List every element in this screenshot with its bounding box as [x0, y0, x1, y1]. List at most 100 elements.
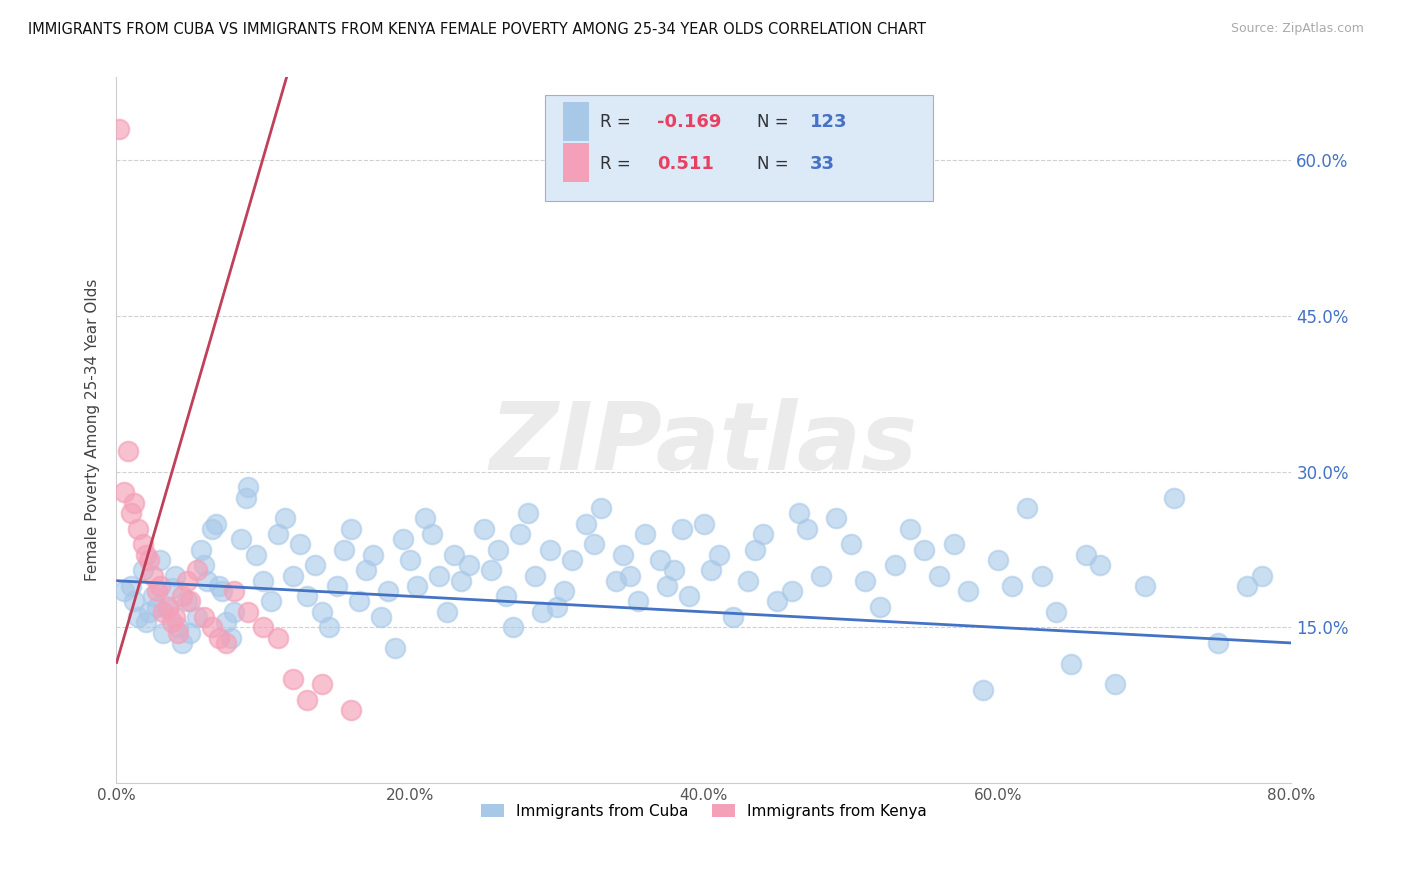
Point [252, 620, 274, 634]
Point [163, 568, 186, 582]
Point [259, 594, 281, 608]
Point [561, 553, 583, 567]
Point [149, 553, 172, 567]
Point [1045, 605, 1067, 619]
Point [436, 605, 458, 619]
Point [222, 584, 245, 599]
Point [531, 605, 554, 619]
Text: N =: N = [756, 154, 789, 172]
Point [186, 563, 208, 577]
Point [208, 631, 231, 645]
Point [211, 584, 233, 599]
Point [318, 620, 340, 634]
Point [678, 589, 700, 603]
Point [486, 542, 509, 557]
Point [1060, 657, 1083, 671]
Point [274, 511, 297, 525]
Point [347, 594, 370, 608]
Point [391, 532, 413, 546]
Point [193, 558, 215, 573]
Point [1074, 548, 1097, 562]
Point [267, 527, 290, 541]
Point [120, 579, 142, 593]
Point [193, 610, 215, 624]
Point [582, 537, 605, 551]
Point [176, 594, 198, 608]
Point [333, 542, 356, 557]
Text: ZIPatlas: ZIPatlas [489, 399, 918, 491]
Y-axis label: Female Poverty Among 25-34 Year Olds: Female Poverty Among 25-34 Year Olds [86, 279, 100, 582]
Point [810, 568, 832, 582]
Text: -0.169: -0.169 [657, 113, 721, 131]
Text: R =: R = [600, 113, 631, 131]
FancyBboxPatch shape [562, 103, 589, 141]
Point [707, 548, 730, 562]
Point [839, 537, 862, 551]
Point [120, 506, 142, 520]
Point [142, 568, 165, 582]
Point [238, 480, 260, 494]
Point [655, 579, 678, 593]
Point [132, 537, 155, 551]
Point [201, 620, 224, 634]
Point [325, 579, 347, 593]
Point [912, 542, 935, 557]
Point [605, 574, 627, 588]
Point [215, 636, 238, 650]
Point [281, 568, 304, 582]
Text: 123: 123 [810, 113, 848, 131]
Point [1133, 579, 1156, 593]
Point [201, 522, 224, 536]
Point [399, 553, 422, 567]
Point [1001, 579, 1024, 593]
Point [502, 620, 524, 634]
Point [1031, 568, 1053, 582]
Point [619, 568, 641, 582]
Point [928, 568, 950, 582]
Point [238, 605, 260, 619]
Point [723, 610, 745, 624]
Point [208, 579, 231, 593]
Point [942, 537, 965, 551]
Point [516, 506, 538, 520]
Text: 33: 33 [810, 154, 835, 172]
Point [149, 579, 172, 593]
Point [127, 522, 149, 536]
Point [855, 574, 877, 588]
Point [142, 589, 165, 603]
Point [152, 605, 174, 619]
Point [538, 542, 561, 557]
Point [1104, 677, 1126, 691]
Point [311, 605, 333, 619]
Point [972, 682, 994, 697]
Point [406, 579, 429, 593]
Point [413, 511, 436, 525]
Text: IMMIGRANTS FROM CUBA VS IMMIGRANTS FROM KENYA FEMALE POVERTY AMONG 25-34 YEAR OL: IMMIGRANTS FROM CUBA VS IMMIGRANTS FROM … [28, 22, 927, 37]
Point [553, 584, 575, 599]
FancyBboxPatch shape [562, 143, 589, 182]
Point [957, 584, 980, 599]
Point [112, 485, 135, 500]
Point [127, 610, 149, 624]
Point [634, 527, 657, 541]
Point [825, 511, 848, 525]
Point [648, 553, 671, 567]
Point [132, 563, 155, 577]
Point [163, 610, 186, 624]
Point [252, 574, 274, 588]
Point [546, 599, 568, 614]
Point [176, 574, 198, 588]
Point [377, 584, 399, 599]
Point [160, 581, 183, 595]
Point [156, 601, 179, 615]
Point [1251, 568, 1274, 582]
Point [122, 594, 145, 608]
Point [589, 501, 612, 516]
Point [363, 548, 385, 562]
Point [222, 605, 245, 619]
Point [245, 548, 267, 562]
Point [311, 677, 333, 691]
Point [172, 589, 194, 603]
Point [472, 522, 495, 536]
Point [1090, 558, 1112, 573]
